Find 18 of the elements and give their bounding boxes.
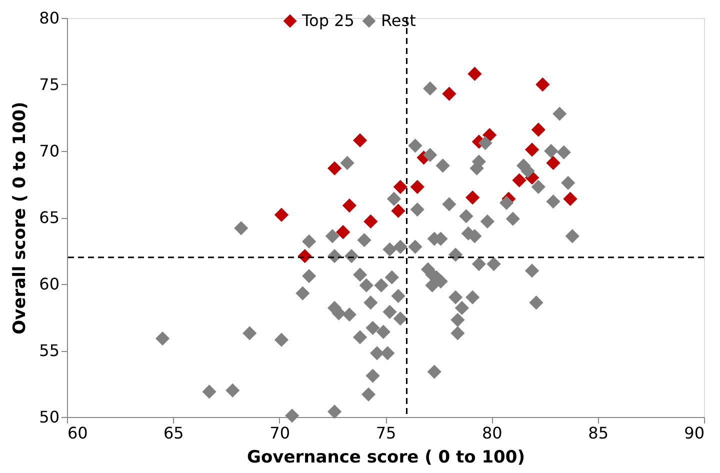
x-tick-label: 65: [163, 424, 184, 442]
x-axis-title: Governance score ( 0 to 100): [247, 448, 525, 468]
y-axis-title: Overall score ( 0 to 100): [10, 102, 30, 334]
x-tick-label: 60: [68, 424, 88, 442]
y-tick-label: 75: [39, 75, 60, 94]
x-tick-label: 70: [270, 424, 290, 442]
legend-label: Rest: [381, 11, 416, 30]
y-tick-label: 60: [39, 274, 60, 294]
x-tick-label: 85: [588, 424, 609, 442]
y-tick-label: 50: [39, 408, 60, 426]
x-tick-label: 80: [482, 424, 502, 442]
y-tick-label: 80: [39, 8, 60, 28]
y-tick-label: 55: [39, 341, 60, 360]
x-tick-label: 75: [376, 424, 396, 442]
y-tick-label: 70: [39, 142, 60, 160]
y-tick-label: 65: [39, 208, 60, 227]
x-tick-label: 90: [684, 424, 704, 442]
legend-label: Top 25: [301, 11, 354, 30]
